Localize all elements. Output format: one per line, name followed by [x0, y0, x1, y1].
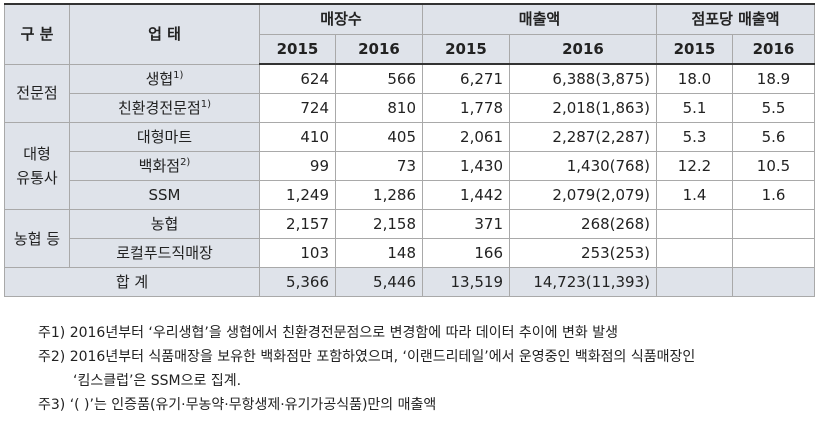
- per-store-2015: [656, 238, 733, 268]
- sales-2016: 2,079(2,079): [509, 180, 657, 210]
- sales-2015: 1,778: [422, 93, 510, 123]
- header-year: 2015: [259, 34, 336, 65]
- sales-2015: 1,442: [422, 180, 510, 210]
- stores-2015: 410: [259, 122, 336, 152]
- business-name: 대형마트: [69, 122, 260, 152]
- group-label-specialty: 전문점: [4, 63, 70, 123]
- total-sales-2015: 13,519: [422, 267, 510, 297]
- per-store-2015: 18.0: [656, 63, 733, 94]
- header-business: 업 태: [69, 3, 260, 65]
- per-store-2016: [732, 238, 815, 268]
- footnote-2-continued: ‘킴스클럽’은 SSM으로 집계.: [73, 373, 242, 389]
- table-row: 로컬푸드직매장 103 148 166 253(253): [5, 238, 815, 268]
- header-year: 2016: [509, 34, 657, 65]
- total-per-store-2016: [732, 267, 815, 297]
- total-stores-2015: 5,366: [259, 267, 336, 297]
- per-store-2015: [656, 209, 733, 239]
- stores-2016: 810: [335, 93, 423, 123]
- stores-2016: 148: [335, 238, 423, 268]
- sales-2015: 371: [422, 209, 510, 239]
- business-name: 백화점2): [69, 151, 260, 181]
- header-year: 2016: [335, 34, 423, 65]
- stores-2016: 1,286: [335, 180, 423, 210]
- per-store-2016: 18.9: [732, 63, 815, 94]
- sales-2016: 253(253): [509, 238, 657, 268]
- business-name: 생협1): [69, 63, 260, 94]
- table-row: 전문점 생협1) 624 566 6,271 6,388(3,875) 18.0…: [4, 63, 815, 123]
- per-store-2016: 10.5: [732, 151, 815, 181]
- per-store-2015: 1.4: [656, 180, 733, 210]
- stores-2015: 99: [259, 151, 336, 181]
- stores-2016: 405: [335, 122, 423, 152]
- sales-2015: 2,061: [422, 122, 510, 152]
- stores-2015: 1,249: [259, 180, 336, 210]
- header-per-store: 점포당 매출액: [656, 3, 815, 35]
- per-store-2015: 12.2: [656, 151, 733, 181]
- business-name: 농협: [69, 209, 260, 239]
- table-row: 백화점2) 99 73 1,430 1,430(768) 12.2 10.5: [5, 151, 815, 181]
- per-store-2015: 5.1: [656, 93, 733, 123]
- sales-2015: 6,271: [422, 63, 510, 94]
- stores-2016: 566: [335, 63, 423, 94]
- table-row: 농협 등 농협 2,157 2,158 371 268(268): [4, 209, 815, 268]
- total-label: 합 계: [4, 267, 260, 297]
- group-label-nonghyup: 농협 등: [4, 209, 70, 268]
- business-name: SSM: [69, 180, 260, 210]
- sales-2016: 268(268): [509, 209, 657, 239]
- stores-2015: 2,157: [259, 209, 336, 239]
- header-year: 2015: [422, 34, 510, 65]
- header-row: 구 분 업 태 매장수 매출액 점포당 매출액: [4, 3, 815, 65]
- stores-2015: 103: [259, 238, 336, 268]
- per-store-2015: 5.3: [656, 122, 733, 152]
- total-per-store-2015: [656, 267, 733, 297]
- total-row: 합 계 5,366 5,446 13,519 14,723(11,393): [4, 267, 815, 297]
- sales-2015: 166: [422, 238, 510, 268]
- business-name: 친환경전문점1): [69, 93, 260, 123]
- stores-2016: 2,158: [335, 209, 423, 239]
- total-stores-2016: 5,446: [335, 267, 423, 297]
- table-row: 친환경전문점1) 724 810 1,778 2,018(1,863) 5.1 …: [5, 93, 815, 123]
- footnotes: 주1) 2016년부터 ‘우리생협’을 생협에서 친환경전문점으로 변경함에 따…: [38, 321, 695, 417]
- sales-2016: 2,287(2,287): [509, 122, 657, 152]
- stats-table: 구 분 업 태 매장수 매출액 점포당 매출액 2015 2016 2015 2…: [4, 3, 815, 297]
- header-stores: 매장수: [259, 3, 423, 35]
- footnote-1: 주1) 2016년부터 ‘우리생협’을 생협에서 친환경전문점으로 변경함에 따…: [38, 325, 618, 341]
- per-store-2016: 5.6: [732, 122, 815, 152]
- header-year: 2016: [732, 34, 815, 65]
- header-year: 2015: [656, 34, 733, 65]
- stores-2015: 724: [259, 93, 336, 123]
- footnote-3: 주3) ‘( )’는 인증품(유기·무농약·무항생제·유기가공식품)만의 매출액: [38, 397, 437, 413]
- sales-2016: 1,430(768): [509, 151, 657, 181]
- per-store-2016: 5.5: [732, 93, 815, 123]
- business-name: 로컬푸드직매장: [69, 238, 260, 268]
- header-sales: 매출액: [422, 3, 657, 35]
- total-sales-2016: 14,723(11,393): [509, 267, 657, 297]
- table-row: SSM 1,249 1,286 1,442 2,079(2,079) 1.4 1…: [5, 180, 815, 210]
- sales-2015: 1,430: [422, 151, 510, 181]
- header-category: 구 분: [4, 3, 70, 65]
- group-label-large-retail: 대형 유통사: [4, 122, 70, 210]
- per-store-2016: 1.6: [732, 180, 815, 210]
- stores-2016: 73: [335, 151, 423, 181]
- sales-2016: 6,388(3,875): [509, 63, 657, 94]
- table-row: 대형 유통사 대형마트 410 405 2,061 2,287(2,287) 5…: [4, 122, 815, 210]
- header-year-row: 2015 2016 2015 2016 2015 2016: [5, 34, 815, 65]
- sales-2016: 2,018(1,863): [509, 93, 657, 123]
- footnote-2: 주2) 2016년부터 식품매장을 보유한 백화점만 포함하였으며, ‘이랜드리…: [38, 349, 696, 365]
- per-store-2016: [732, 209, 815, 239]
- stores-2015: 624: [259, 63, 336, 94]
